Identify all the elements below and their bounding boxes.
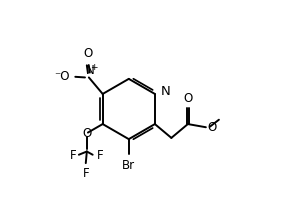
Text: N: N xyxy=(161,85,171,98)
Text: F: F xyxy=(97,149,104,162)
Text: N: N xyxy=(86,64,94,77)
Text: F: F xyxy=(82,167,89,180)
Text: O: O xyxy=(83,47,92,60)
Text: Br: Br xyxy=(122,158,135,172)
Text: O: O xyxy=(183,92,192,105)
Text: O: O xyxy=(207,121,216,134)
Text: O: O xyxy=(82,127,91,140)
Text: ⁻O: ⁻O xyxy=(54,70,69,83)
Text: F: F xyxy=(69,149,76,162)
Text: +: + xyxy=(91,63,98,72)
